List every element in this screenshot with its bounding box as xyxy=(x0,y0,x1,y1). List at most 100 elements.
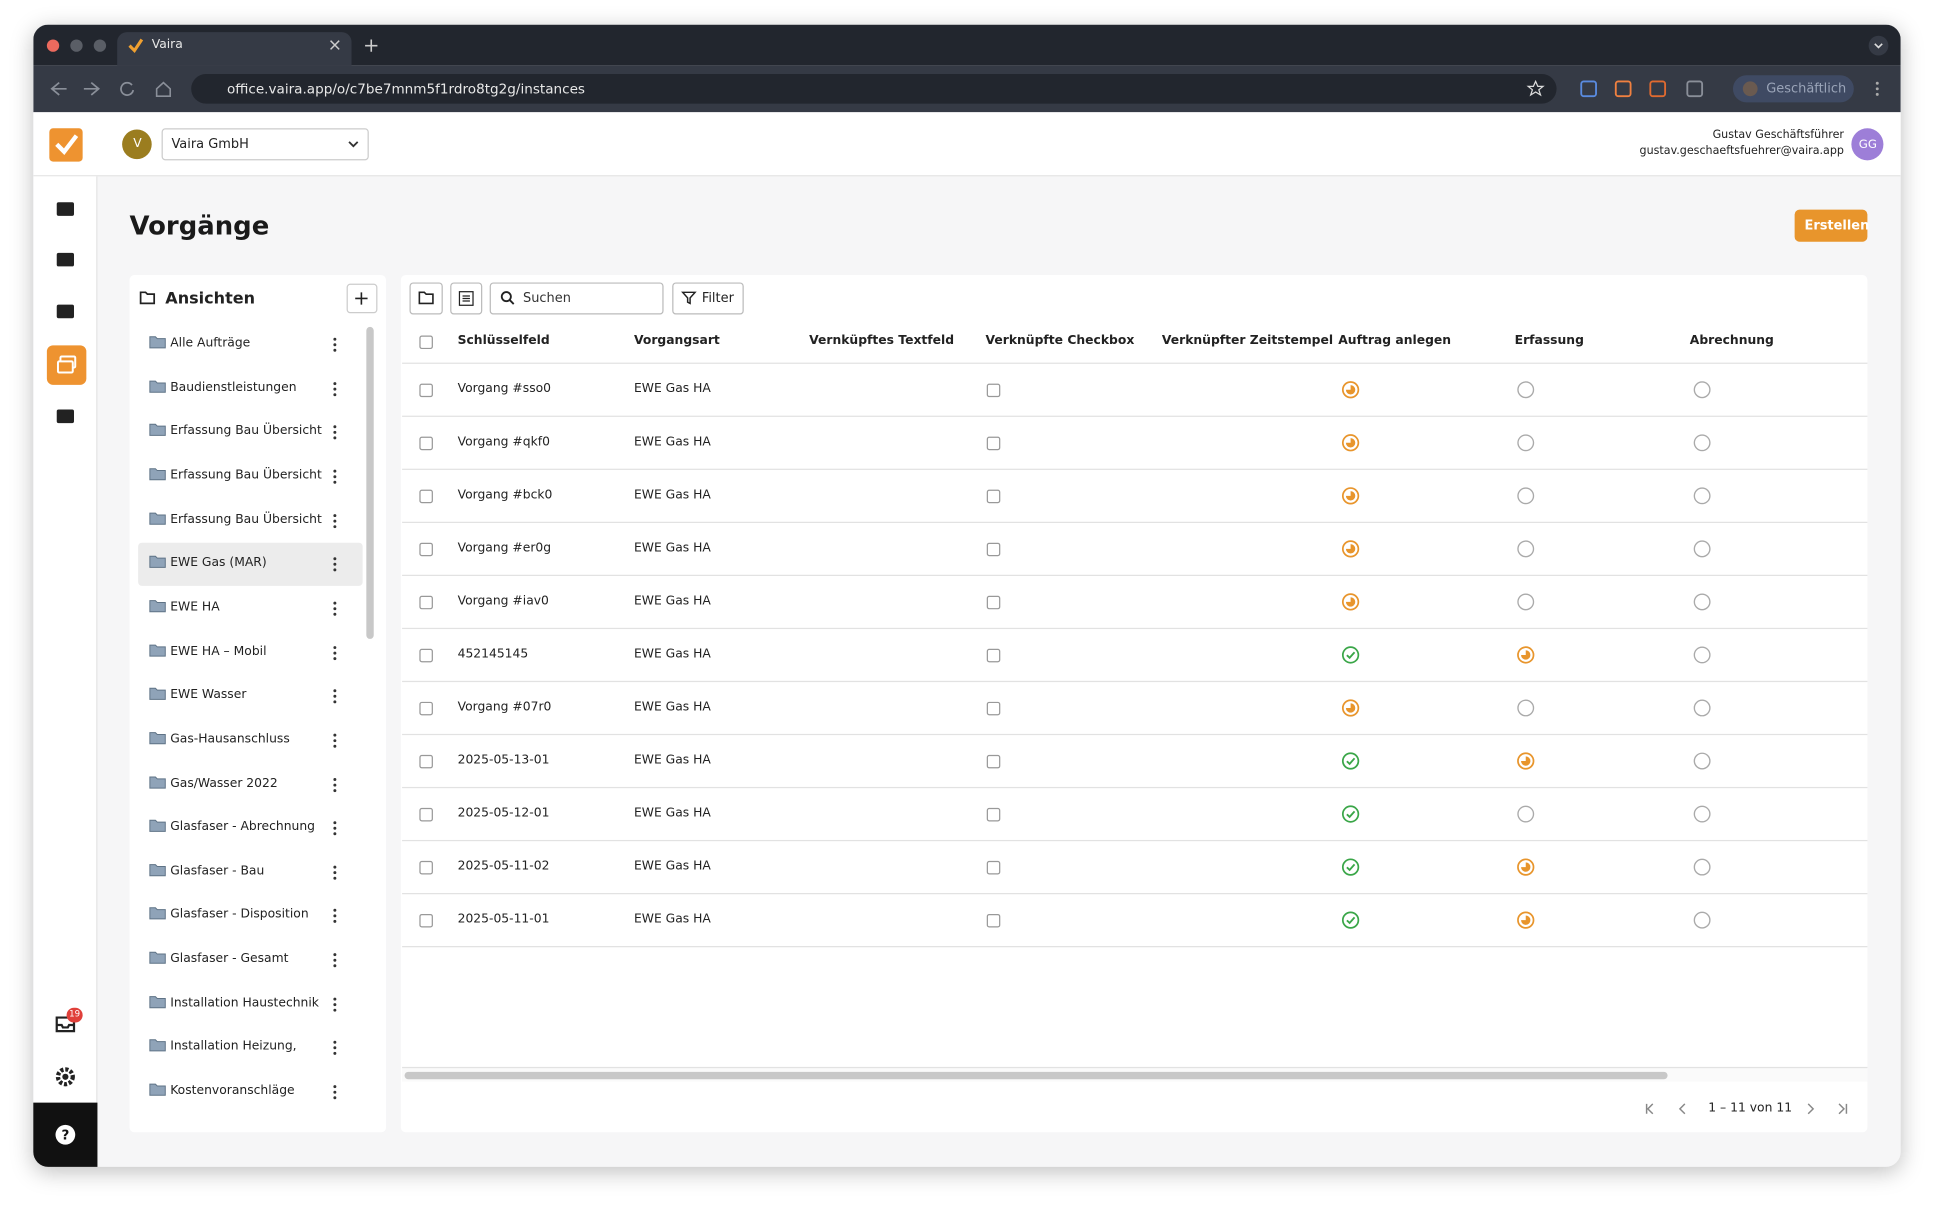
extension[interactable] xyxy=(1615,80,1632,97)
view-menu[interactable] xyxy=(333,382,337,396)
table-row[interactable] xyxy=(402,682,1867,735)
checkbox[interactable] xyxy=(419,596,433,610)
checkbox[interactable] xyxy=(419,437,433,451)
reload[interactable] xyxy=(120,81,135,96)
table-row[interactable] xyxy=(402,576,1867,629)
checkbox[interactable] xyxy=(419,384,433,398)
view-menu[interactable] xyxy=(333,426,337,440)
row-key: 452145145 xyxy=(458,649,529,661)
table-row[interactable] xyxy=(402,629,1867,682)
h-scrollbar[interactable] xyxy=(405,1072,1668,1079)
view-menu[interactable] xyxy=(333,734,337,748)
nav-item[interactable] xyxy=(56,407,76,427)
checkbox[interactable] xyxy=(419,490,433,504)
extension[interactable] xyxy=(1649,80,1666,97)
status-open xyxy=(1693,593,1710,610)
view-name: Gas/Wasser 2022 xyxy=(170,778,278,790)
view-name: EWE Wasser xyxy=(170,690,246,702)
checkbox[interactable] xyxy=(419,808,433,822)
app-logo[interactable] xyxy=(49,128,82,161)
checkbox[interactable] xyxy=(987,755,1001,769)
status-open xyxy=(1517,699,1534,716)
status-open xyxy=(1693,540,1710,557)
pagination: 1 – 11 von 11 xyxy=(1708,1103,1792,1115)
page-nav[interactable] xyxy=(1679,1103,1689,1115)
nav-arrow[interactable] xyxy=(49,81,66,96)
checkbox[interactable] xyxy=(987,596,1001,610)
checkbox[interactable] xyxy=(987,649,1001,663)
checkbox[interactable] xyxy=(419,649,433,663)
help[interactable]: ? xyxy=(56,1125,76,1145)
browser-menu[interactable] xyxy=(1875,81,1880,96)
view-menu[interactable] xyxy=(333,1041,337,1055)
checkbox[interactable] xyxy=(419,914,433,928)
view-menu[interactable] xyxy=(333,558,337,572)
checkbox[interactable] xyxy=(419,861,433,875)
checkbox[interactable] xyxy=(987,914,1001,928)
view-name: Erfassung Bau Übersicht xyxy=(170,470,322,482)
search-field[interactable] xyxy=(490,282,664,314)
row-key: 2025-05-11-01 xyxy=(458,914,550,926)
table-row[interactable] xyxy=(402,523,1867,576)
view-icon xyxy=(149,422,166,437)
window-dot xyxy=(94,39,106,51)
checkbox[interactable] xyxy=(419,335,433,349)
checkbox[interactable] xyxy=(987,437,1001,451)
view-menu[interactable] xyxy=(333,1085,337,1099)
extension[interactable] xyxy=(1580,80,1597,97)
checkbox[interactable] xyxy=(987,702,1001,716)
view-menu[interactable] xyxy=(333,778,337,792)
page-nav[interactable] xyxy=(1807,1103,1817,1115)
page-nav[interactable] xyxy=(1838,1103,1848,1115)
table-row[interactable] xyxy=(402,417,1867,470)
view-menu[interactable] xyxy=(333,954,337,968)
view-menu[interactable] xyxy=(333,866,337,880)
checkbox[interactable] xyxy=(987,490,1001,504)
table-row[interactable] xyxy=(402,894,1867,947)
create-label: Erstellen xyxy=(1804,220,1869,233)
home[interactable] xyxy=(155,81,171,96)
extension[interactable] xyxy=(1686,80,1703,97)
view-icon xyxy=(149,334,166,349)
inbox-badge: 19 xyxy=(69,1010,80,1019)
checkbox[interactable] xyxy=(419,543,433,557)
view-menu[interactable] xyxy=(333,514,337,528)
profile-name: Geschäftlich xyxy=(1766,83,1846,96)
table-row[interactable] xyxy=(402,470,1867,523)
checkbox[interactable] xyxy=(987,384,1001,398)
settings[interactable] xyxy=(56,1067,76,1087)
table-row[interactable] xyxy=(402,788,1867,841)
page-nav[interactable] xyxy=(1645,1103,1655,1115)
status-partial xyxy=(1342,381,1359,398)
checkbox[interactable] xyxy=(419,755,433,769)
checkbox[interactable] xyxy=(987,808,1001,822)
status-open xyxy=(1693,752,1710,769)
tab-close-icon[interactable] xyxy=(331,41,340,50)
nav-item[interactable] xyxy=(56,302,76,322)
row-key: 2025-05-11-02 xyxy=(458,861,550,873)
table-row[interactable] xyxy=(402,841,1867,894)
view-menu[interactable] xyxy=(333,470,337,484)
view-menu[interactable] xyxy=(333,338,337,352)
table-row[interactable] xyxy=(402,735,1867,788)
user-email: gustav.geschaeftsfuehrer@vaira.app xyxy=(1640,147,1844,158)
view-menu[interactable] xyxy=(333,646,337,660)
tab-menu[interactable] xyxy=(1872,39,1884,51)
view-menu[interactable] xyxy=(333,690,337,704)
row-key: 2025-05-12-01 xyxy=(458,808,550,820)
view-name: EWE HA – Mobil xyxy=(170,646,266,658)
add-icon xyxy=(355,292,367,304)
nav-item[interactable] xyxy=(56,200,76,220)
table-row[interactable] xyxy=(402,364,1867,417)
nav-item[interactable] xyxy=(56,250,76,270)
checkbox[interactable] xyxy=(419,702,433,716)
new-tab[interactable] xyxy=(365,39,377,51)
view-menu[interactable] xyxy=(333,910,337,924)
nav-arrow[interactable] xyxy=(84,81,101,96)
checkbox[interactable] xyxy=(987,861,1001,875)
view-menu[interactable] xyxy=(333,822,337,836)
view-menu[interactable] xyxy=(333,998,337,1012)
bookmark[interactable] xyxy=(1528,81,1543,96)
view-menu[interactable] xyxy=(333,602,337,616)
checkbox[interactable] xyxy=(987,543,1001,557)
